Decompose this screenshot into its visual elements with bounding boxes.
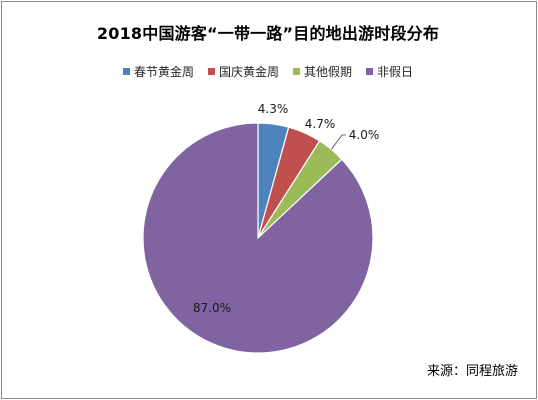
pie-leader-line-other-holidays: [330, 134, 346, 150]
legend-swatch-spring-festival: [122, 68, 130, 75]
chart-title: 2018中国游客“一带一路”目的地出游时段分布: [96, 24, 440, 43]
legend-item-other-holidays: 其他假期: [293, 63, 352, 80]
pie-leader-lines: [330, 134, 346, 150]
legend-swatch-non-holiday: [366, 68, 374, 75]
pie-label-non-holiday: 87.0%: [193, 301, 231, 315]
pie-data-labels: 4.3% 4.7% 4.0% 87.0%: [193, 102, 379, 315]
chart-legend: 春节黄金周 国庆黄金周 其他假期 非假日: [0, 63, 536, 80]
legend-label-spring-festival: 春节黄金周: [133, 65, 194, 79]
legend-item-national-day: 国庆黄金周: [207, 63, 279, 80]
pie-label-spring-festival: 4.3%: [258, 102, 289, 116]
legend-item-spring-festival: 春节黄金周: [122, 63, 194, 80]
pie-slice-non-holiday: [142, 122, 374, 354]
legend-swatch-national-day: [207, 68, 215, 75]
pie-slices: [142, 122, 374, 354]
legend-label-non-holiday: 非假日: [377, 65, 414, 79]
legend-label-national-day: 国庆黄金周: [218, 65, 279, 79]
legend-label-other-holidays: 其他假期: [304, 65, 353, 79]
pie-label-national-day: 4.7%: [305, 117, 336, 131]
legend-swatch-other-holidays: [293, 68, 300, 75]
legend-item-non-holiday: 非假日: [366, 63, 413, 80]
source-note: 来源：同程旅游: [426, 364, 518, 379]
pie-label-other-holidays: 4.0%: [349, 128, 380, 142]
